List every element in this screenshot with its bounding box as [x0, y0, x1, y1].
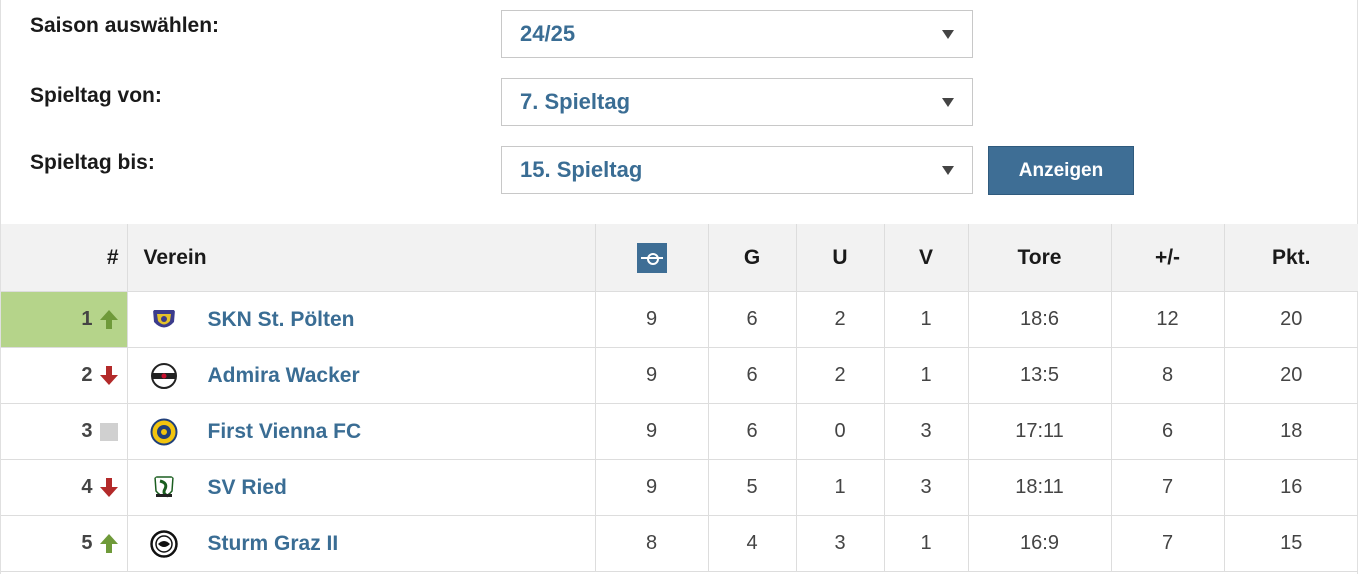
trend-down-icon: [99, 365, 119, 386]
table-row: 4 SV Ried 9 5 1 3 18:11 7 16: [1, 459, 1358, 516]
wins-cell: 6: [708, 403, 797, 460]
matches-cell: 9: [595, 347, 709, 404]
rank-value: 5: [81, 532, 93, 554]
points-cell: 20: [1224, 347, 1358, 404]
points-cell: 20: [1224, 291, 1358, 348]
table-row: 2 Admira Wacker 9 6 2 1 13:5 8 20: [1, 347, 1358, 404]
skn-st-poelten-logo-icon: [152, 309, 175, 327]
draws-cell: 2: [796, 291, 885, 348]
draws-cell: 1: [796, 459, 885, 516]
rank-cell: 4: [1, 459, 128, 516]
rank-cell: 1: [1, 291, 128, 348]
goals-cell: 18:11: [968, 459, 1112, 516]
trend-up-icon: [99, 309, 119, 330]
season-select-value: 24/25: [520, 21, 576, 46]
matches-cell: 9: [595, 459, 709, 516]
matchday-from-select[interactable]: 7. Spieltag: [501, 78, 973, 126]
losses-cell: 3: [884, 459, 969, 516]
trend-up-icon: [99, 533, 119, 554]
wins-cell: 5: [708, 459, 797, 516]
club-name-link[interactable]: SKN St. Pölten: [207, 307, 355, 331]
matchday-to-label: Spieltag bis:: [30, 151, 155, 174]
draws-cell: 0: [796, 403, 885, 460]
chevron-down-icon: [942, 166, 954, 175]
club-cell: Admira Wacker: [127, 347, 596, 404]
show-button[interactable]: Anzeigen: [988, 146, 1134, 195]
rank-cell: 3: [1, 403, 128, 460]
club-name-link[interactable]: Sturm Graz II: [207, 531, 339, 555]
header-losses[interactable]: V: [884, 224, 969, 292]
header-club[interactable]: Verein: [127, 224, 596, 292]
season-label: Saison auswählen:: [30, 14, 220, 37]
diff-cell: 8: [1111, 347, 1225, 404]
club-cell: SKN St. Pölten: [127, 291, 596, 348]
matchday-to-select[interactable]: 15. Spieltag: [501, 146, 973, 194]
goals-cell: 13:5: [968, 347, 1112, 404]
table-header-row: # Verein G U V Tore +/- Pkt.: [1, 224, 1358, 292]
standings-table: # Verein G U V Tore +/- Pkt. 1: [1, 224, 1358, 572]
season-select[interactable]: 24/25: [501, 10, 973, 58]
sv-ried-logo-icon: [153, 475, 174, 497]
diff-cell: 6: [1111, 403, 1225, 460]
losses-cell: 1: [884, 291, 969, 348]
table-row: 3 First Vienna FC 9 6 0 3 17:11 6 18: [1, 403, 1358, 460]
header-points[interactable]: Pkt.: [1224, 224, 1358, 292]
diff-cell: 12: [1111, 291, 1225, 348]
sturm-graz-ii-logo-icon: [149, 529, 178, 558]
club-cell: SV Ried: [127, 459, 596, 516]
chevron-down-icon: [942, 98, 954, 107]
losses-cell: 1: [884, 515, 969, 572]
points-cell: 16: [1224, 459, 1358, 516]
rank-cell: 2: [1, 347, 128, 404]
admira-wacker-logo-icon: [150, 362, 177, 389]
wins-cell: 6: [708, 291, 797, 348]
header-goals[interactable]: Tore: [968, 224, 1112, 292]
header-rank[interactable]: #: [1, 224, 128, 292]
header-matches[interactable]: [595, 224, 709, 292]
trend-same-icon: [99, 422, 119, 442]
goals-cell: 16:9: [968, 515, 1112, 572]
matchday-from-value: 7. Spieltag: [520, 89, 631, 114]
points-cell: 18: [1224, 403, 1358, 460]
header-draws[interactable]: U: [796, 224, 885, 292]
chevron-down-icon: [942, 30, 954, 39]
matches-cell: 9: [595, 291, 709, 348]
club-cell: First Vienna FC: [127, 403, 596, 460]
first-vienna-fc-logo-icon: [150, 418, 177, 445]
trend-down-icon: [99, 477, 119, 498]
matchday-from-label: Spieltag von:: [30, 84, 162, 107]
rank-value: 1: [81, 308, 93, 330]
matches-cell: 9: [595, 403, 709, 460]
matches-cell: 8: [595, 515, 709, 572]
matchday-to-value: 15. Spieltag: [520, 157, 643, 182]
losses-cell: 3: [884, 403, 969, 460]
wins-cell: 6: [708, 347, 797, 404]
goals-cell: 18:6: [968, 291, 1112, 348]
goals-cell: 17:11: [968, 403, 1112, 460]
header-diff[interactable]: +/-: [1111, 224, 1225, 292]
rank-value: 3: [81, 420, 93, 442]
diff-cell: 7: [1111, 515, 1225, 572]
losses-cell: 1: [884, 347, 969, 404]
draws-cell: 3: [796, 515, 885, 572]
club-name-link[interactable]: Admira Wacker: [207, 363, 360, 387]
club-name-link[interactable]: SV Ried: [207, 475, 287, 499]
draws-cell: 2: [796, 347, 885, 404]
points-cell: 15: [1224, 515, 1358, 572]
table-row: 5 Sturm Graz II 8 4 3 1 16:9 7 15: [1, 515, 1358, 572]
rank-value: 4: [81, 476, 93, 498]
table-row: 1 SKN St. Pölten 9 6 2 1 18:6 12 20: [1, 291, 1358, 348]
club-cell: Sturm Graz II: [127, 515, 596, 572]
wins-cell: 4: [708, 515, 797, 572]
pitch-icon: [636, 242, 667, 273]
rank-value: 2: [81, 364, 93, 386]
club-name-link[interactable]: First Vienna FC: [207, 419, 362, 443]
header-wins[interactable]: G: [708, 224, 797, 292]
rank-cell: 5: [1, 515, 128, 572]
diff-cell: 7: [1111, 459, 1225, 516]
